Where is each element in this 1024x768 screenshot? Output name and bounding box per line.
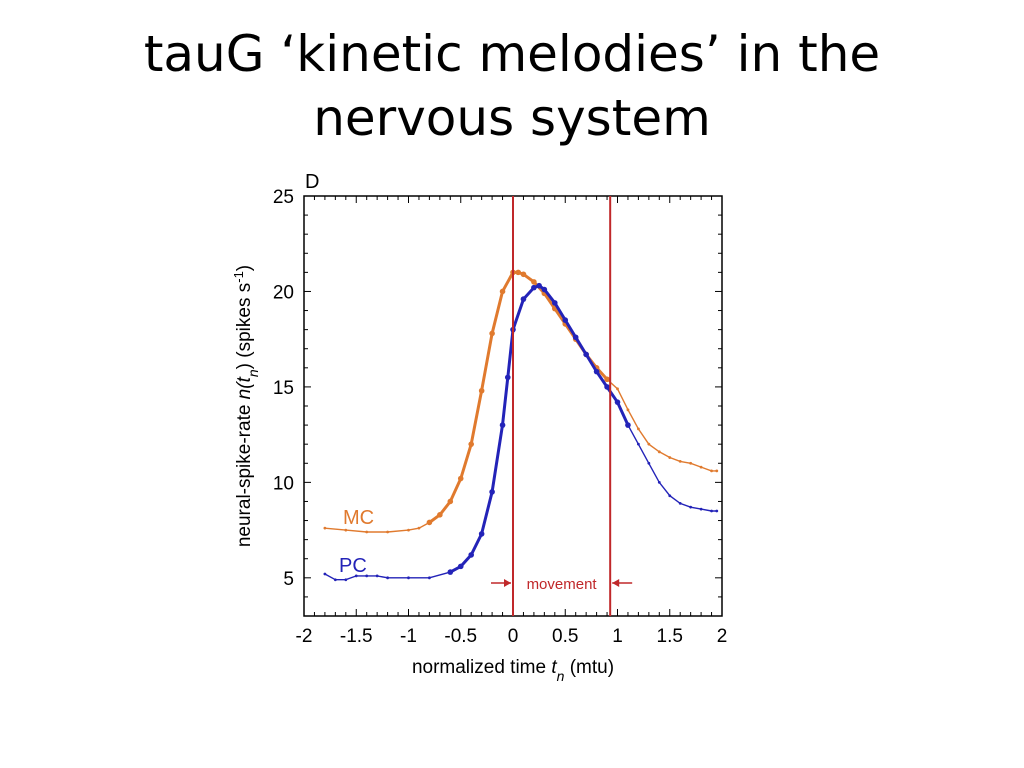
data-point-pc (407, 576, 410, 580)
y-tick-label: 5 (283, 569, 294, 590)
y-axis-label: neural-spike-rate n(tn) (spikes s-1) (231, 265, 262, 547)
slide-title-line-2: nervous system (313, 89, 711, 147)
data-point-pc (375, 574, 379, 578)
data-point-mc (637, 427, 640, 431)
data-point-pc (478, 531, 485, 537)
data-point-pc (531, 284, 537, 291)
x-tick-label: -1.5 (340, 626, 373, 647)
data-point-mc (437, 512, 443, 518)
data-point-mc (520, 271, 527, 278)
series-label-mc: MC (343, 507, 374, 529)
data-point-pc (447, 569, 454, 575)
data-point-pc (354, 574, 358, 578)
data-point-pc (715, 509, 719, 513)
data-point-mc (499, 288, 506, 295)
data-point-pc (386, 576, 389, 580)
data-point-mc (668, 456, 672, 459)
data-point-pc (489, 489, 495, 495)
data-point-mc (626, 408, 630, 412)
data-point-pc (457, 563, 464, 570)
x-tick-label: 2 (717, 626, 728, 647)
data-point-pc (668, 494, 672, 498)
data-point-pc (536, 282, 542, 289)
panel-label: D (305, 171, 319, 193)
data-point-mc (365, 530, 369, 534)
data-point-pc (562, 317, 569, 323)
y-tick-label: 15 (273, 378, 294, 399)
data-point-mc (323, 526, 327, 530)
x-tick-label: -2 (296, 626, 313, 647)
data-point-pc (699, 507, 703, 511)
data-point-mc (417, 526, 421, 530)
data-point-mc (604, 376, 610, 383)
x-tick-label: 1.5 (657, 626, 683, 647)
x-tick-label: -1 (400, 626, 417, 647)
data-point-pc (541, 286, 548, 293)
movement-label: movement (527, 576, 598, 593)
data-point-mc (689, 461, 693, 465)
data-point-mc (478, 387, 485, 394)
y-tick-label: 20 (273, 282, 294, 303)
series-label-pc: PC (339, 555, 367, 577)
data-point-pc (583, 351, 589, 358)
data-point-mc (647, 442, 651, 446)
data-point-mc (657, 450, 661, 454)
data-point-mc (457, 475, 464, 482)
data-point-mc (426, 519, 433, 526)
data-point-mc (386, 530, 389, 534)
x-tick-label: -0.5 (444, 626, 477, 647)
data-point-pc (593, 368, 600, 375)
data-point-mc (710, 469, 713, 473)
series-line-pc (324, 284, 717, 581)
data-point-mc (715, 469, 719, 473)
data-point-pc (428, 576, 431, 580)
data-point-pc (614, 399, 621, 405)
data-point-mc (699, 465, 703, 469)
data-point-pc (504, 374, 511, 381)
data-point-pc (678, 501, 682, 505)
data-point-pc (647, 461, 651, 465)
data-point-mc (515, 269, 522, 276)
data-point-pc (625, 422, 631, 428)
data-point-pc (604, 384, 610, 390)
data-point-pc (468, 552, 475, 558)
data-point-pc (572, 334, 579, 341)
data-point-pc (710, 509, 713, 513)
data-point-pc (333, 578, 337, 582)
data-point-mc (531, 279, 537, 285)
data-point-pc (637, 442, 640, 446)
y-tick-label: 10 (273, 473, 294, 494)
x-tick-label: 0 (508, 626, 519, 647)
data-point-pc (657, 480, 661, 484)
slide-title: tauG ‘kinetic melodies’ in the nervous s… (0, 22, 1024, 150)
data-point-pc (552, 300, 558, 306)
movement-arrow-right-head (612, 579, 620, 587)
x-tick-label: 0.5 (552, 626, 578, 647)
data-point-pc (344, 578, 348, 582)
x-axis-label: normalized time tn (mtu) (412, 657, 614, 684)
data-point-mc (468, 441, 475, 447)
slide-title-line-1: tauG ‘kinetic melodies’ in the (143, 25, 881, 83)
data-point-mc (489, 330, 495, 337)
movement-arrow-left-head (504, 579, 511, 587)
data-point-pc (689, 505, 693, 509)
data-point-mc (616, 387, 619, 391)
data-point-pc (323, 572, 327, 576)
y-tick-label: 25 (273, 187, 294, 208)
data-point-mc (407, 528, 410, 532)
data-point-pc (520, 296, 527, 302)
x-tick-label: 1 (612, 626, 623, 647)
series-emphasis-pc (449, 284, 630, 574)
data-point-pc (365, 574, 369, 578)
data-point-mc (344, 528, 348, 532)
data-point-mc (447, 498, 454, 505)
data-point-pc (499, 422, 506, 428)
data-point-mc (678, 459, 682, 463)
